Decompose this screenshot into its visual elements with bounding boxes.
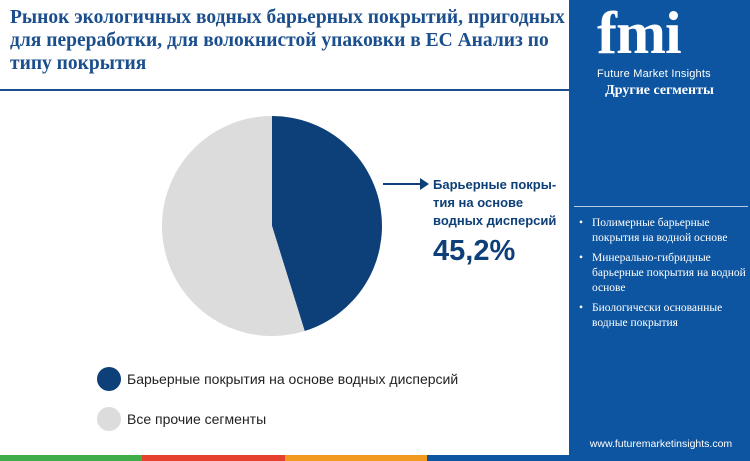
pie-slice-other[interactable]	[161, 116, 305, 336]
fmi-logo[interactable]: fmi Future Market Insights	[569, 0, 750, 95]
legend-label-other: Все прочие сегменты	[127, 411, 267, 427]
legend-item-other: Все прочие сегменты	[97, 403, 458, 435]
logo-subtitle: Future Market Insights	[597, 68, 711, 80]
chart-legend: Барьерные покрытия на основе водных дисп…	[97, 363, 458, 443]
other-segments-divider	[574, 206, 748, 207]
other-segment-item: Полимерные барьерные покрытия на водной …	[577, 216, 747, 246]
title-divider	[0, 89, 569, 91]
other-segments-list: Полимерные барьерные покрытия на водной …	[577, 216, 747, 336]
callout-arrow-head	[420, 178, 429, 190]
legend-swatch-other	[97, 407, 121, 431]
other-segment-item: Минерально-гибридные барьерные покрытия …	[577, 251, 747, 296]
pie-slice-water-dispersion[interactable]	[272, 116, 382, 332]
bottom-bar-blue	[426, 455, 569, 461]
other-segments-title: Другие сегменты	[605, 83, 714, 98]
logo-text: fmi	[597, 0, 682, 66]
bottom-bar-red	[142, 455, 285, 461]
pie-chart-area: Барьерные покры-тия на основе водных дис…	[161, 116, 556, 336]
legend-label-water-dispersion: Барьерные покрытия на основе водных дисп…	[127, 371, 459, 387]
bottom-bar-green	[0, 455, 143, 461]
bottom-color-bar	[0, 455, 569, 461]
other-segment-item: Биологически основанные водные покрытия	[577, 301, 747, 331]
legend-item-water-dispersion: Барьерные покрытия на основе водных дисп…	[97, 363, 458, 395]
callout-label: Барьерные покры-тия на основе водных дис…	[433, 177, 557, 228]
sidebar: fmi Future Market Insights Другие сегмен…	[569, 0, 750, 461]
bottom-bar-orange	[284, 455, 427, 461]
website-link[interactable]: www.futuremarketinsights.com	[589, 438, 733, 450]
chart-title: Рынок экологичных водных барьерных покры…	[10, 7, 565, 74]
callout-value: 45,2%	[433, 235, 516, 267]
legend-swatch-water-dispersion	[97, 367, 121, 391]
pie-chart	[161, 116, 429, 336]
